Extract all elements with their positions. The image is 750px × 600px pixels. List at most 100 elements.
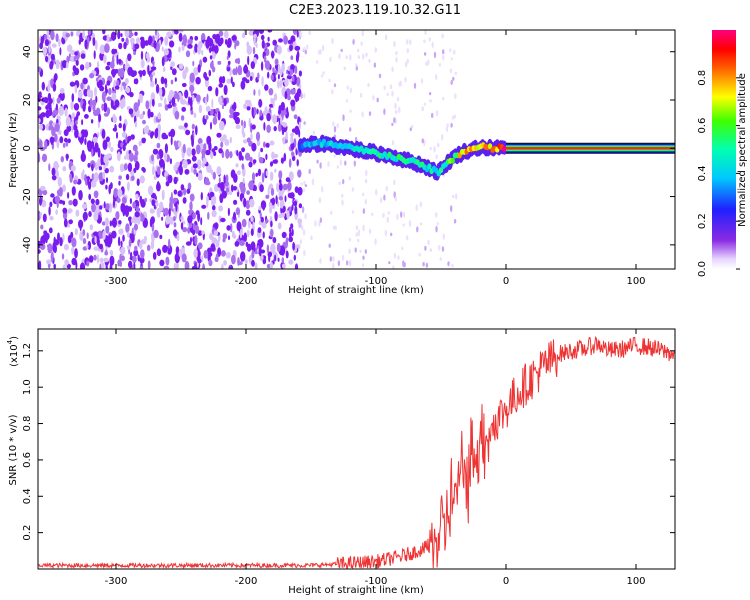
noise-cell bbox=[173, 164, 178, 172]
colorbar-tick-label: 0.8 bbox=[697, 70, 708, 86]
noise-cell bbox=[128, 32, 134, 37]
noise-cell bbox=[286, 75, 292, 80]
noise-cell bbox=[294, 205, 298, 215]
noise-cell bbox=[170, 135, 173, 146]
noise-cell bbox=[153, 229, 159, 239]
noise-cell bbox=[131, 217, 134, 224]
noise-cell bbox=[383, 85, 386, 91]
noise-cell bbox=[38, 106, 42, 111]
noise-cell bbox=[179, 161, 182, 169]
noise-cell bbox=[63, 243, 69, 251]
noise-cell bbox=[185, 50, 191, 58]
noise-cell bbox=[182, 197, 187, 204]
noise-cell bbox=[275, 195, 278, 205]
noise-cell bbox=[390, 232, 393, 237]
noise-cell bbox=[48, 206, 51, 216]
noise-cell bbox=[189, 193, 195, 202]
noise-cell bbox=[259, 116, 264, 121]
noise-cell bbox=[246, 45, 252, 55]
noise-cell bbox=[422, 261, 425, 267]
noise-cell bbox=[262, 204, 265, 210]
noise-cell bbox=[120, 33, 123, 38]
noise-cell bbox=[279, 68, 283, 76]
noise-cell bbox=[251, 107, 254, 117]
noise-cell bbox=[59, 237, 63, 247]
noise-cell bbox=[454, 93, 457, 100]
noise-cell bbox=[259, 184, 264, 193]
noise-cell bbox=[171, 68, 177, 76]
noise-cell bbox=[68, 200, 73, 206]
noise-cell bbox=[349, 127, 352, 132]
noise-cell bbox=[99, 52, 105, 61]
noise-cell bbox=[116, 54, 119, 65]
noise-cell bbox=[164, 78, 168, 85]
noise-cell bbox=[106, 34, 110, 43]
noise-cell bbox=[253, 33, 257, 39]
noise-cell bbox=[229, 114, 235, 119]
noise-cell bbox=[89, 97, 93, 108]
noise-cell bbox=[217, 182, 222, 188]
noise-cell bbox=[395, 109, 398, 115]
noise-cell bbox=[233, 101, 237, 112]
noise-cell bbox=[187, 39, 193, 45]
noise-cell bbox=[281, 127, 285, 136]
noise-cell bbox=[71, 257, 77, 266]
noise-cell bbox=[79, 64, 85, 71]
noise-cell bbox=[142, 119, 146, 125]
noise-cell bbox=[139, 175, 145, 184]
noise-cell bbox=[361, 111, 364, 118]
noise-cell bbox=[331, 89, 334, 95]
noise-cell bbox=[272, 237, 277, 244]
noise-cell bbox=[302, 229, 306, 236]
noise-cell bbox=[290, 55, 294, 60]
noise-cell bbox=[229, 151, 233, 159]
noise-cell bbox=[130, 134, 135, 140]
noise-cell bbox=[216, 132, 222, 138]
noise-cell bbox=[292, 75, 295, 82]
noise-cell bbox=[156, 166, 161, 176]
noise-cell bbox=[245, 152, 251, 161]
noise-cell bbox=[336, 123, 339, 129]
noise-cell bbox=[134, 161, 140, 171]
noise-cell bbox=[105, 65, 111, 71]
noise-cell bbox=[213, 146, 218, 151]
snr-panel: -300 -200 -100 0 100 0.2 0.4 0.6 0.8 1.0 1.2 Heigh… bbox=[6, 328, 676, 596]
noise-cell bbox=[67, 138, 71, 144]
noise-cell bbox=[81, 119, 84, 126]
spectrogram-y-tick-label: 20 bbox=[22, 94, 33, 107]
noise-cell bbox=[232, 81, 235, 88]
noise-cell bbox=[103, 164, 106, 170]
noise-cell bbox=[93, 231, 99, 236]
noise-cell bbox=[137, 215, 141, 225]
noise-cell bbox=[161, 189, 165, 201]
noise-cell bbox=[409, 39, 412, 46]
noise-cell bbox=[398, 106, 401, 114]
noise-cell bbox=[201, 255, 204, 263]
noise-cell bbox=[151, 35, 155, 42]
noise-cell bbox=[272, 159, 278, 164]
snr-y-tick-label: 0.8 bbox=[22, 416, 33, 432]
noise-cell bbox=[112, 72, 116, 78]
noise-cell bbox=[220, 250, 226, 257]
noise-cell bbox=[294, 263, 299, 269]
noise-cell bbox=[49, 216, 54, 221]
noise-cell bbox=[208, 69, 212, 77]
figure-title: C2E3.2023.119.10.32.G11 bbox=[289, 3, 461, 18]
noise-cell bbox=[269, 206, 272, 214]
noise-cell bbox=[393, 40, 396, 48]
noise-cell bbox=[90, 198, 95, 205]
noise-cell bbox=[166, 244, 173, 255]
noise-cell bbox=[393, 191, 396, 199]
noise-cell bbox=[332, 225, 336, 230]
noise-cell bbox=[182, 227, 188, 233]
noise-cell bbox=[118, 42, 123, 50]
noise-cell bbox=[102, 230, 106, 240]
noise-cell bbox=[251, 259, 255, 267]
noise-cell bbox=[321, 186, 324, 193]
noise-cell bbox=[72, 198, 78, 207]
noise-cell bbox=[286, 210, 290, 220]
noise-cell bbox=[322, 44, 325, 52]
noise-cell bbox=[193, 67, 199, 76]
noise-cell bbox=[388, 261, 391, 265]
